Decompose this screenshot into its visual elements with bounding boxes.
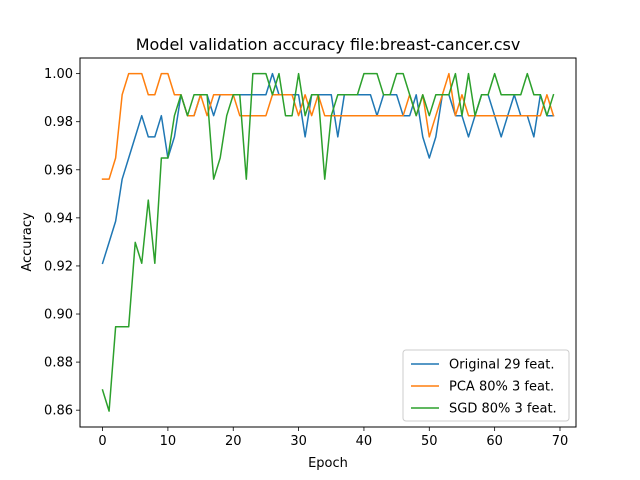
legend-label-1: Original 29 feat. <box>449 358 554 373</box>
y-tick-label: 0.98 <box>44 115 73 130</box>
x-tick-label: 30 <box>290 434 307 449</box>
y-tick-label: 0.92 <box>44 259 73 274</box>
series-line-3 <box>101 72 555 412</box>
x-axis-ticks: 0 10 20 30 40 50 60 70 <box>98 427 568 449</box>
y-tick-label: 0.88 <box>44 356 73 371</box>
x-axis-label: Epoch <box>308 456 348 471</box>
x-tick-label: 60 <box>486 434 503 449</box>
y-tick-label: 0.96 <box>44 163 73 178</box>
x-tick-label: 50 <box>421 434 438 449</box>
series-line-2 <box>101 72 555 180</box>
x-tick-label: 10 <box>160 434 177 449</box>
legend-label-2: PCA 80% 3 feat. <box>449 380 554 395</box>
y-tick-label: 1.00 <box>44 67 73 82</box>
x-tick-label: 40 <box>356 434 373 449</box>
x-tick-label: 70 <box>552 434 569 449</box>
chart-title: Model validation accuracy file:breast-ca… <box>136 35 521 54</box>
legend: Original 29 feat. PCA 80% 3 feat. SGD 80% … <box>402 349 570 422</box>
y-tick-label: 0.90 <box>44 308 73 323</box>
y-tick-label: 0.86 <box>44 404 73 419</box>
plot-lines <box>101 72 555 412</box>
y-tick-label: 0.94 <box>44 211 73 226</box>
legend-box <box>402 349 570 422</box>
y-axis-ticks: 0.86 0.88 0.90 0.92 0.94 0.96 0.98 1.00 <box>44 67 80 419</box>
plot-frame <box>79 57 577 428</box>
x-tick-label: 20 <box>225 434 242 449</box>
x-tick-label: 0 <box>98 434 106 449</box>
legend-label-3: SGD 80% 3 feat. <box>449 402 557 417</box>
y-axis-label: Accuracy <box>20 212 35 272</box>
